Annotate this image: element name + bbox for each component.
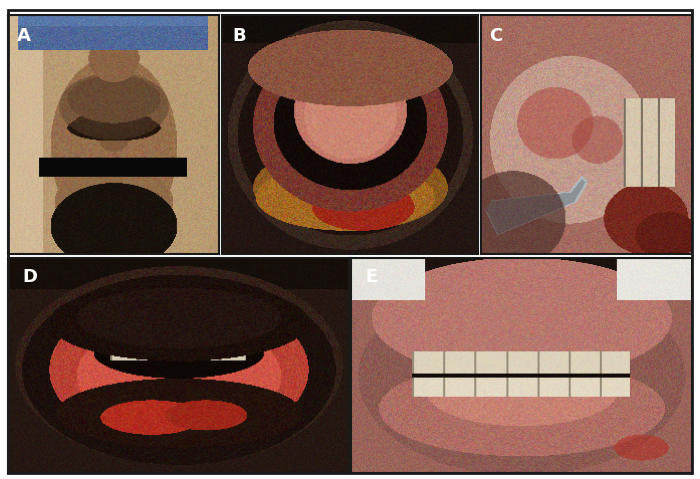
Text: D: D [22,268,37,286]
Text: E: E [365,268,377,286]
Text: A: A [17,27,31,45]
Text: C: C [489,27,503,45]
Text: B: B [232,27,246,45]
